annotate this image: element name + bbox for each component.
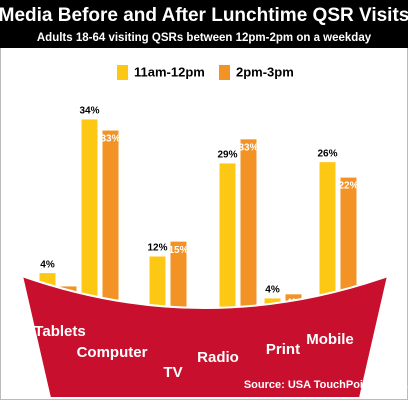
value-label: 12%: [147, 243, 167, 254]
category-label: Print: [266, 341, 300, 358]
bar: [101, 129, 120, 316]
source: Source: USA TouchPoints 2012.2: [244, 379, 408, 391]
value-label: 33%: [100, 134, 120, 145]
bar: [318, 161, 337, 308]
bar: [218, 162, 237, 326]
bar: [239, 138, 258, 325]
value-label: 33%: [238, 142, 258, 153]
category-label: Radio: [197, 349, 239, 366]
legend-swatch: [117, 65, 128, 80]
category-label: TV: [163, 364, 182, 381]
title-band: [0, 0, 408, 48]
value-label: 26%: [317, 148, 337, 159]
legend-label: 11am-12pm: [134, 64, 205, 79]
value-label: 15%: [168, 245, 188, 256]
category-label: Computer: [77, 344, 148, 361]
value-label: 4%: [265, 285, 280, 296]
bar: [339, 176, 358, 301]
value-label: 29%: [217, 150, 237, 161]
category-label: Tablets: [34, 323, 85, 340]
chart-subtitle: Adults 18-64 visiting QSRs between 12pm-…: [37, 32, 372, 44]
category-label: Mobile: [306, 331, 354, 348]
value-label: 34%: [79, 106, 99, 117]
foreground: Tablets Computer TV Radio Print Mobile: [34, 323, 353, 381]
value-label: 4%: [40, 259, 55, 270]
bar: [80, 118, 99, 310]
chart-title: Media Before and After Lunchtime QSR Vis…: [0, 5, 408, 26]
legend-swatch: [219, 65, 230, 80]
legend-label: 2pm-3pm: [236, 64, 294, 79]
container: [20, 274, 390, 399]
value-label: 22%: [338, 181, 358, 192]
